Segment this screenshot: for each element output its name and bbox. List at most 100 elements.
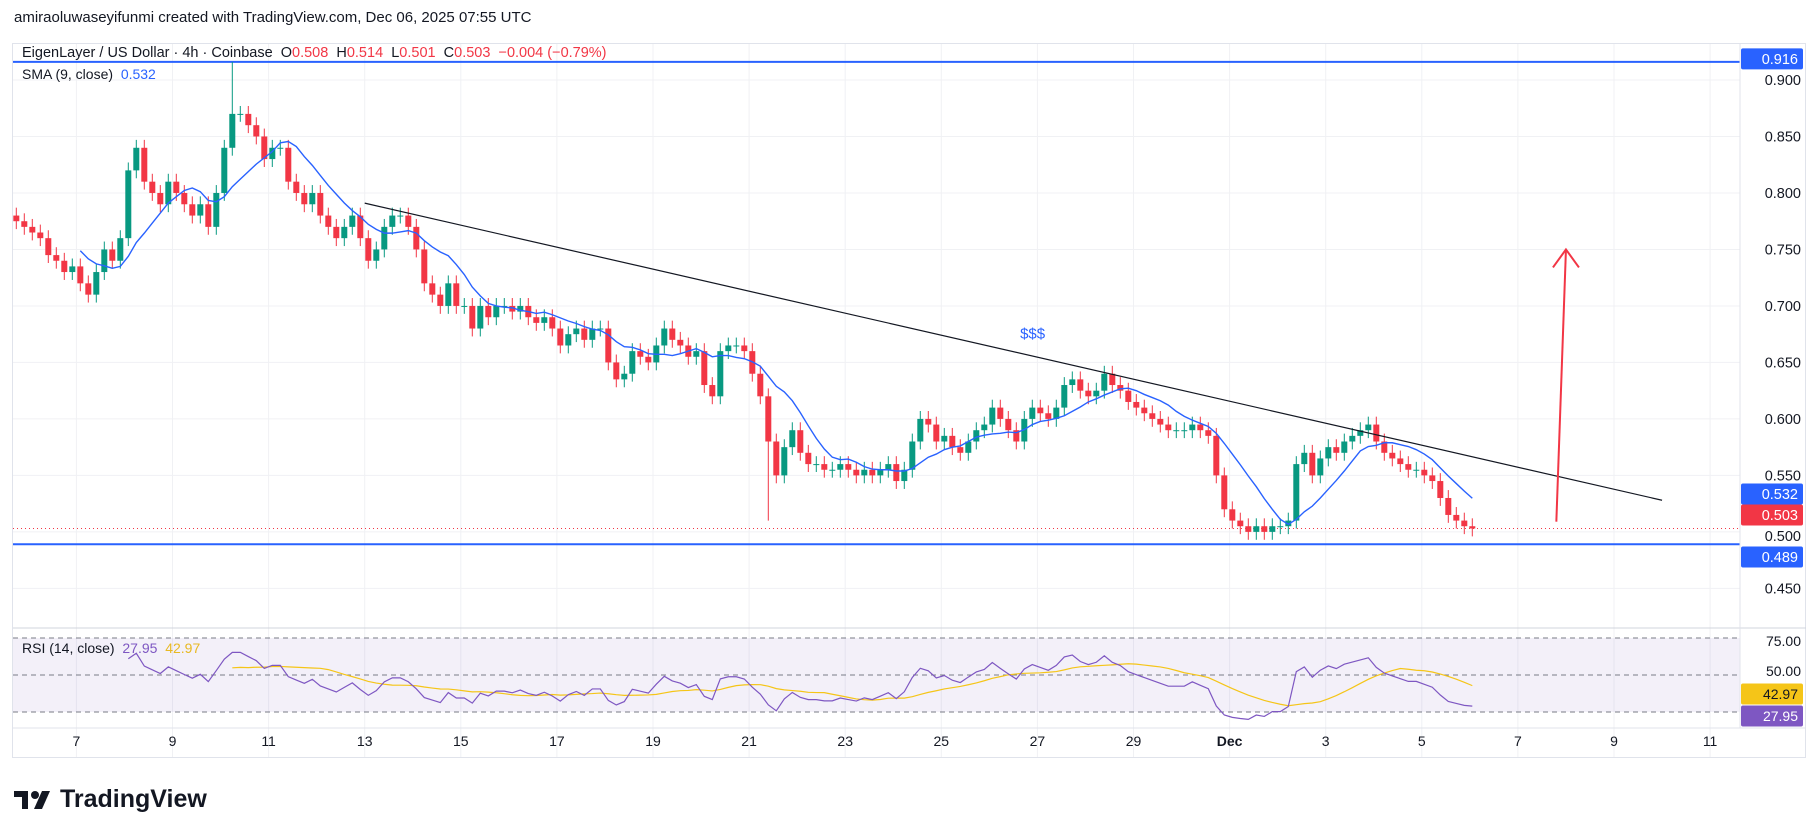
low-label: L (391, 45, 400, 61)
candle-body (629, 351, 636, 374)
candle-body (637, 351, 644, 357)
candle-body (437, 294, 444, 306)
candle-body (589, 328, 596, 340)
candle-body (309, 192, 316, 205)
candle-body (1437, 481, 1444, 498)
rsi-badge-ma: 42.97 (1763, 686, 1798, 702)
candle-body (1045, 413, 1052, 419)
candle-body (101, 249, 108, 273)
tradingview-logo[interactable]: TradingView (14, 785, 207, 814)
candle-body (141, 147, 148, 182)
x-tick-label: 7 (1514, 733, 1522, 749)
candle-body (981, 424, 988, 431)
candle-body (1149, 413, 1156, 419)
candle-body (229, 113, 236, 148)
candle-body (1053, 407, 1060, 419)
candle-body (733, 345, 740, 347)
x-tick-label: 27 (1030, 733, 1046, 749)
candle-body (1109, 373, 1116, 386)
candle-body (997, 407, 1004, 419)
candle-body (501, 305, 508, 307)
x-tick-label: 3 (1322, 733, 1330, 749)
candle-body (1213, 435, 1220, 476)
candle-body (837, 464, 844, 470)
candle-body (533, 317, 540, 323)
candle-body (717, 351, 724, 397)
x-tick-label: Dec (1217, 733, 1243, 749)
rsi-ma-line (232, 663, 1473, 707)
candle-body (1069, 379, 1076, 386)
price-badge-last: 0.503 (1762, 508, 1798, 524)
candle-body (381, 226, 388, 250)
annotation-label: $$$ (1020, 326, 1046, 343)
candle-body (917, 418, 924, 442)
candle-body (373, 249, 380, 261)
candle-body (1413, 469, 1420, 471)
candle-body (93, 272, 100, 295)
candle-body (341, 226, 348, 239)
candle-body (325, 215, 332, 227)
x-tick-label: 23 (837, 733, 853, 749)
candle-body (581, 328, 588, 340)
candle-body (989, 407, 996, 425)
candle-body (885, 464, 892, 470)
candle-body (941, 435, 948, 442)
open-value: 0.508 (292, 45, 329, 61)
candle-body (805, 452, 812, 465)
candle-body (205, 204, 212, 227)
symbol-title[interactable]: EigenLayer / US Dollar · 4h · Coinbase (22, 45, 273, 61)
candle-body (669, 328, 676, 340)
candle-body (613, 362, 620, 380)
candle-body (301, 192, 308, 205)
candle-body (477, 305, 484, 329)
y-tick-label: 0.900 (1765, 73, 1801, 89)
x-tick-label: 7 (73, 733, 81, 749)
candle-body (1269, 526, 1276, 532)
candle-body (1221, 475, 1228, 510)
open-label: O (280, 45, 292, 61)
candle-body (1117, 385, 1124, 391)
candle-body (565, 334, 572, 346)
candle-body (1357, 430, 1364, 436)
candle-body (461, 305, 468, 307)
candle-body (853, 469, 860, 476)
candle-body (1085, 390, 1092, 397)
x-tick-label: 15 (453, 733, 469, 749)
candle-body (909, 441, 916, 470)
candle-body (1173, 430, 1180, 432)
candle-body (741, 345, 748, 352)
candle-body (1397, 458, 1404, 465)
rsi-ma-value: 42.97 (165, 640, 201, 656)
candle-body (709, 385, 716, 397)
candle-body (645, 356, 652, 363)
candle-body (621, 373, 628, 380)
candle-body (493, 305, 500, 318)
candle-body (21, 221, 28, 227)
rsi-legend[interactable]: RSI (14, close) 27.95 42.97 (22, 640, 200, 656)
candle-body (1429, 475, 1436, 482)
y-tick-label: 0.750 (1765, 242, 1801, 258)
candle-body (405, 215, 412, 227)
candle-body (1381, 441, 1388, 453)
candle-body (293, 181, 300, 193)
candle-body (1341, 441, 1348, 453)
x-tick-label: 21 (741, 733, 757, 749)
candle-body (173, 181, 180, 193)
candle-body (861, 469, 868, 476)
y-tick-label: 0.550 (1765, 468, 1801, 484)
candle-body (1277, 526, 1284, 528)
candle-body (45, 238, 52, 256)
candle-body (197, 204, 204, 216)
sma-legend[interactable]: SMA (9, close) 0.532 (22, 66, 156, 82)
price-badge-support-bg (1741, 546, 1803, 568)
x-tick-label: 9 (169, 733, 177, 749)
candle-body (1157, 418, 1164, 425)
candle-body (1285, 520, 1292, 527)
candle-body (965, 441, 972, 453)
candle-body (677, 339, 684, 346)
candle-body (1261, 526, 1268, 532)
candle-body (1301, 452, 1308, 465)
arrow-head-icon (1552, 247, 1580, 269)
candle-body (357, 215, 364, 239)
